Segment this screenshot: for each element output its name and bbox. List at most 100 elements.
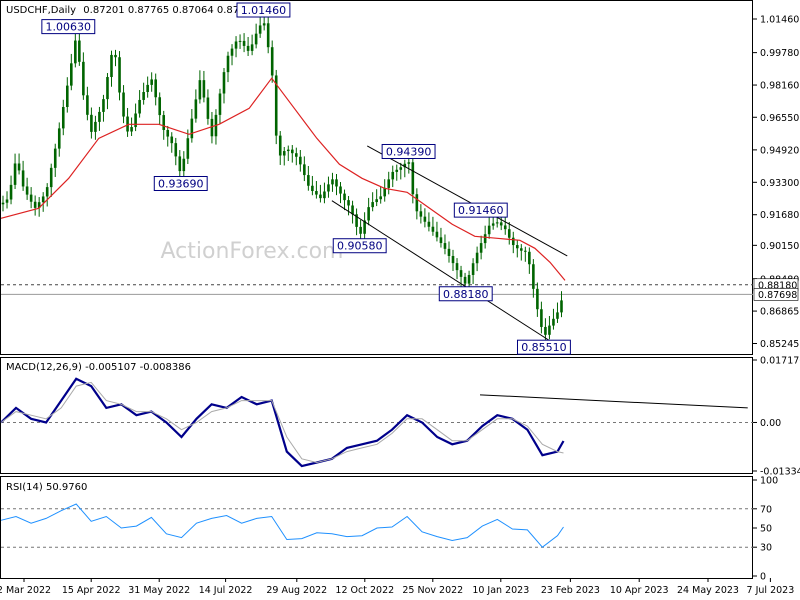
- candle-body: [479, 243, 483, 253]
- candle-body: [170, 136, 174, 144]
- candle-body: [379, 196, 382, 200]
- candle-body: [118, 57, 121, 93]
- candle-body: [520, 248, 523, 251]
- candle-body: [98, 111, 101, 122]
- candle-body: [447, 248, 451, 256]
- candle-body: [218, 93, 222, 115]
- candle-body: [286, 149, 290, 152]
- candle-body: [21, 170, 25, 187]
- level-axis-label: 0.88180: [758, 280, 797, 291]
- candle-body: [270, 47, 274, 76]
- candle-body: [110, 54, 113, 78]
- candle-body: [238, 40, 242, 42]
- annotation-text: 0.91460: [458, 204, 504, 217]
- candle-body: [166, 129, 170, 137]
- candle-body: [57, 128, 61, 149]
- candle-body: [53, 148, 57, 168]
- candle-body: [65, 85, 69, 108]
- price-axis-tick-label: 0.90150: [760, 241, 799, 252]
- price-axis-tick-label: 0.86865: [760, 307, 799, 318]
- candle-body: [327, 184, 330, 192]
- candle-body: [41, 196, 45, 203]
- current-price-label: 0.87698: [758, 290, 797, 301]
- candle-body: [536, 288, 539, 310]
- candle-body: [33, 201, 37, 208]
- annotation-label: 1.01460: [236, 2, 291, 18]
- x-axis-label: 29 Aug 2022: [266, 585, 327, 596]
- candle-body: [483, 234, 487, 244]
- candle-body: [371, 202, 374, 208]
- candle-body: [150, 79, 153, 85]
- candle-body: [250, 44, 254, 51]
- candle-body: [274, 75, 278, 136]
- candle-body: [158, 97, 162, 116]
- rsi-panel-title: RSI(14) 50.9760: [6, 482, 87, 493]
- candle-body: [335, 179, 338, 187]
- candle-body: [278, 135, 282, 156]
- candle-body: [495, 222, 499, 224]
- candle-body: [315, 191, 318, 195]
- candle-body: [162, 115, 166, 130]
- macd-panel-title: MACD(12,26,9) -0.005107 -0.008386: [6, 362, 191, 373]
- watermark: ActionForex.com: [161, 239, 344, 264]
- candle-body: [49, 167, 53, 188]
- candle-body: [126, 116, 129, 132]
- ohlc-label: 0.87201 0.87765 0.87064 0.87698: [83, 5, 258, 16]
- candle-body: [146, 84, 149, 93]
- candle-body: [459, 270, 463, 277]
- candle-body: [74, 40, 77, 64]
- candle-body: [399, 167, 403, 170]
- symbol-label: USDCHF,Daily: [6, 5, 76, 16]
- annotation-label: 1.00630: [41, 19, 96, 35]
- candle-body: [503, 225, 507, 230]
- candle-body: [451, 255, 455, 264]
- candle-body: [86, 95, 89, 115]
- price-axis-tick-label: 1.01460: [760, 15, 799, 26]
- candle-body: [190, 118, 194, 139]
- candle-body: [403, 163, 407, 168]
- candle-body: [515, 245, 519, 249]
- candle-body: [391, 171, 395, 180]
- candle-body: [552, 318, 555, 326]
- candle-body: [499, 222, 503, 226]
- candle-body: [463, 276, 467, 284]
- annotation-label: 0.85510: [516, 339, 571, 355]
- annotation-box: [41, 19, 96, 35]
- candle-body: [130, 127, 133, 132]
- annotation-text: 1.01460: [241, 4, 287, 17]
- x-axis-label: 25 Nov 2022: [402, 585, 463, 596]
- rsi-layer: [0, 503, 753, 548]
- annotation-box: [332, 238, 387, 254]
- annotation-box: [381, 143, 436, 159]
- annotation-text: 0.93690: [158, 177, 204, 190]
- price-axis-tick-label: 0.98160: [760, 81, 799, 92]
- candle-body: [45, 187, 49, 197]
- candle-body: [282, 151, 286, 156]
- annotation-label: 0.94390: [381, 143, 436, 159]
- annotation-label: 0.91460: [453, 202, 508, 218]
- channel-upper-line: [366, 145, 568, 257]
- candle-body: [339, 186, 342, 194]
- candle-body: [548, 325, 551, 335]
- candle-body: [427, 221, 431, 227]
- candle-body: [415, 194, 419, 212]
- candle-body: [17, 163, 21, 171]
- candle-body: [375, 199, 378, 203]
- candle-body: [70, 63, 73, 86]
- candle-body: [407, 162, 411, 164]
- rsi-panel-frame: [0, 476, 753, 579]
- candle-body: [9, 184, 13, 200]
- x-axis-label: 10 Jan 2023: [472, 585, 529, 596]
- annotation-label: 0.93690: [153, 175, 208, 191]
- macd-layer: [0, 377, 753, 468]
- price-panel-title: USDCHF,Daily 0.87201 0.87765 0.87064 0.8…: [6, 5, 258, 16]
- macd-axis-tick-label: -0.01334: [760, 467, 800, 478]
- candle-body: [532, 264, 535, 289]
- moving-average-line: [0, 77, 566, 281]
- candle-body: [560, 300, 563, 313]
- price-axis-tick-label: 0.96550: [760, 113, 799, 124]
- candle-body: [556, 312, 559, 319]
- annotation-text: 0.85510: [521, 341, 567, 354]
- x-axis-label: 14 Jul 2022: [199, 585, 253, 596]
